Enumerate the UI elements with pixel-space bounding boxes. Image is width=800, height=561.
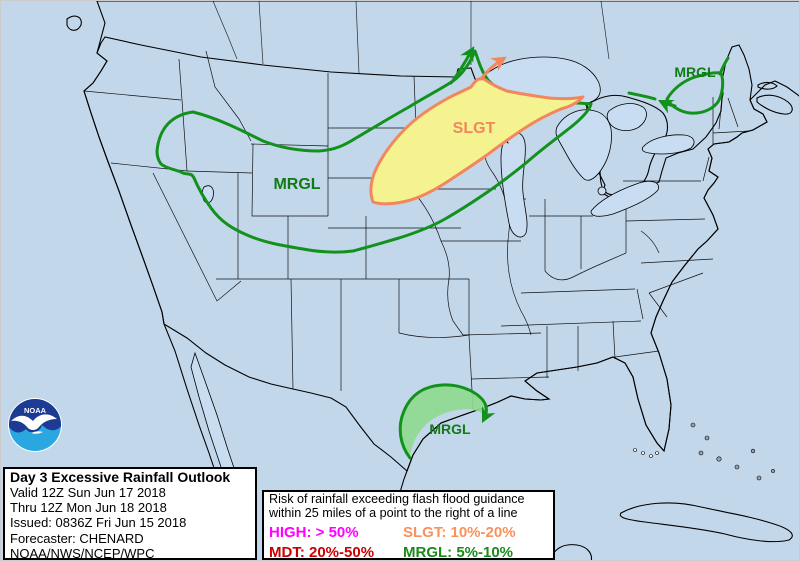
- mrgl-region-northeast[interactable]: [665, 71, 725, 115]
- issued-time: Issued: 0836Z Fri Jun 15 2018: [10, 515, 187, 531]
- valid-time: Valid 12Z Sun Jun 17 2018: [10, 485, 166, 500]
- georgian-bay: [606, 103, 647, 131]
- lake-erie: [590, 180, 659, 217]
- prince-edward-island: [757, 81, 778, 90]
- legend-description-line2: within 25 miles of a point to the right …: [269, 505, 518, 520]
- lake-michigan: [500, 132, 528, 238]
- mrgl-contour-arrow-north: [449, 46, 475, 85]
- mrgl-gulf-contour: [398, 383, 496, 460]
- legend-entry-high: HIGH: > 50%: [269, 523, 359, 541]
- thru-time: Thru 12Z Mon Jun 18 2018: [10, 500, 167, 516]
- mrgl-west-label: MRGL: [273, 176, 320, 193]
- mrgl-northeast-tail: [718, 56, 730, 76]
- mrgl-gulf-label: MRGL: [429, 421, 471, 437]
- slgt-contour-arrow-north: [479, 56, 507, 81]
- mrgl-northeast-label: MRGL: [674, 64, 716, 80]
- mrgl-region-west[interactable]: [155, 49, 593, 254]
- caribbean-islands: [66, 15, 793, 560]
- slgt-label: SLGT: [453, 120, 496, 137]
- outlook-title: Day 3 Excessive Rainfall Outlook: [10, 469, 231, 485]
- cuba: [619, 502, 793, 543]
- outlook-info-box: Day 3 Excessive Rainfall Outlook Valid 1…: [3, 467, 257, 560]
- slgt-region[interactable]: [369, 77, 585, 206]
- legend-entry-mrgl: MRGL: 5%-10%: [403, 543, 514, 561]
- agency-name: NOAA/NWS/NCEP/WPC: [10, 545, 155, 561]
- lake-ontario: [641, 134, 695, 155]
- forecaster-name: Forecaster: CHENARD: [10, 530, 144, 546]
- legend-description-line1: Risk of rainfall exceeding flash flood g…: [269, 492, 525, 506]
- canada-province-lines: [212, 1, 610, 74]
- nova-scotia: [756, 94, 793, 115]
- lake-st-clair: [597, 186, 607, 196]
- noaa-logo: NOAA: [8, 398, 62, 452]
- florida-keys: [633, 448, 659, 458]
- mrgl-northeast-arrow: [657, 99, 677, 114]
- legend-entry-mdt: MDT: 20%-50%: [269, 543, 375, 561]
- mrgl-region-gulf[interactable]: [400, 384, 488, 458]
- risk-legend-box: Risk of rainfall exceeding flash flood g…: [262, 490, 555, 560]
- mrgl-northeast-leadline: [627, 91, 657, 101]
- vancouver-island: [66, 15, 82, 31]
- legend-entry-slgt: SLGT: 10%-20%: [403, 523, 516, 541]
- bahamas: [690, 422, 775, 481]
- noaa-logo-text: NOAA: [24, 406, 47, 415]
